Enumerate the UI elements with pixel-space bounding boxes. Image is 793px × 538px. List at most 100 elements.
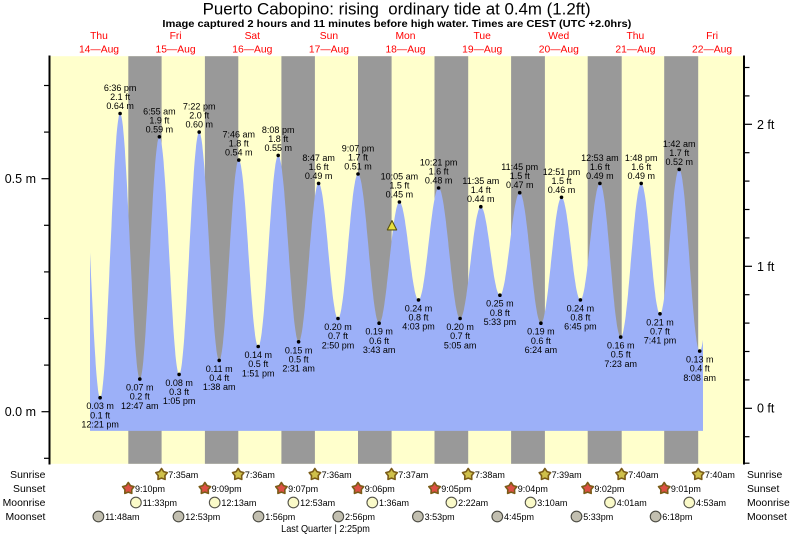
svg-text:8:08 am: 8:08 am: [683, 373, 716, 383]
svg-text:11:45 pm: 11:45 pm: [501, 162, 538, 172]
svg-text:0.49 m: 0.49 m: [627, 171, 655, 181]
svg-text:1:38 am: 1:38 am: [203, 382, 236, 392]
svg-text:7:22 pm: 7:22 pm: [183, 102, 216, 112]
svg-text:Tue: Tue: [474, 31, 492, 42]
svg-text:19—Aug: 19—Aug: [462, 44, 502, 55]
svg-text:12:53pm: 12:53pm: [185, 512, 220, 522]
svg-text:1.7 ft: 1.7 ft: [348, 153, 369, 163]
svg-text:1.5 ft: 1.5 ft: [510, 171, 531, 181]
svg-text:12:21 pm: 12:21 pm: [81, 420, 119, 430]
svg-text:0.7 ft: 0.7 ft: [328, 331, 349, 341]
svg-text:0.13 m: 0.13 m: [686, 355, 714, 365]
svg-text:1.8 ft: 1.8 ft: [229, 139, 250, 149]
svg-text:1.4 ft: 1.4 ft: [471, 185, 492, 195]
svg-text:2:56pm: 2:56pm: [345, 512, 375, 522]
svg-text:1.9 ft: 1.9 ft: [149, 115, 170, 125]
svg-text:0.6 ft: 0.6 ft: [369, 336, 390, 346]
svg-text:10:21 pm: 10:21 pm: [420, 158, 458, 168]
svg-text:7:40am: 7:40am: [705, 470, 735, 480]
svg-text:12:47 am: 12:47 am: [121, 401, 159, 411]
svg-text:7:46 am: 7:46 am: [223, 130, 256, 140]
svg-text:0.48 m: 0.48 m: [425, 176, 453, 186]
svg-text:Fri: Fri: [706, 31, 718, 42]
svg-text:1.6 ft: 1.6 ft: [590, 162, 611, 172]
svg-text:17—Aug: 17—Aug: [309, 44, 349, 55]
svg-text:20—Aug: 20—Aug: [539, 44, 579, 55]
svg-text:0.2 ft: 0.2 ft: [130, 392, 151, 402]
svg-text:4:01am: 4:01am: [617, 498, 647, 508]
svg-text:11:33pm: 11:33pm: [143, 498, 177, 508]
svg-text:6:18pm: 6:18pm: [662, 512, 692, 522]
svg-text:0.08 m: 0.08 m: [165, 378, 193, 388]
svg-text:21—Aug: 21—Aug: [615, 44, 655, 55]
svg-text:14—Aug: 14—Aug: [79, 44, 119, 55]
svg-text:7:37am: 7:37am: [398, 470, 428, 480]
svg-text:1:42 am: 1:42 am: [663, 139, 696, 149]
svg-text:3:43 am: 3:43 am: [363, 345, 396, 355]
svg-text:12:51 pm: 12:51 pm: [543, 167, 581, 177]
svg-text:0.54 m: 0.54 m: [225, 148, 253, 158]
svg-text:0.03 m: 0.03 m: [86, 401, 114, 411]
svg-text:0.5 m: 0.5 m: [5, 172, 36, 186]
svg-text:Moonrise: Moonrise: [3, 498, 46, 509]
svg-text:0.51 m: 0.51 m: [344, 162, 372, 172]
svg-text:9:01pm: 9:01pm: [671, 484, 701, 494]
svg-text:11:48am: 11:48am: [105, 512, 139, 522]
svg-text:1.6 ft: 1.6 ft: [309, 162, 330, 172]
svg-text:0.59 m: 0.59 m: [146, 124, 174, 134]
svg-text:0.21 m: 0.21 m: [646, 317, 674, 327]
svg-text:4:45pm: 4:45pm: [504, 512, 534, 522]
svg-text:0.5 ft: 0.5 ft: [289, 354, 310, 364]
svg-text:1.8 ft: 1.8 ft: [268, 134, 289, 144]
svg-text:0.60 m: 0.60 m: [185, 120, 213, 130]
svg-text:9:09pm: 9:09pm: [212, 484, 242, 494]
svg-text:16—Aug: 16—Aug: [232, 44, 272, 55]
svg-text:9:04pm: 9:04pm: [518, 484, 548, 494]
svg-text:7:40am: 7:40am: [628, 470, 658, 480]
svg-text:0.1 ft: 0.1 ft: [90, 410, 111, 420]
svg-text:1 ft: 1 ft: [757, 260, 775, 274]
svg-text:1.5 ft: 1.5 ft: [389, 181, 410, 191]
svg-text:22—Aug: 22—Aug: [692, 44, 732, 55]
svg-text:0.55 m: 0.55 m: [264, 143, 292, 153]
svg-text:0.49 m: 0.49 m: [305, 171, 333, 181]
svg-text:Sunrise: Sunrise: [10, 470, 45, 481]
svg-text:0.44 m: 0.44 m: [467, 194, 495, 204]
svg-text:Moonset: Moonset: [6, 512, 46, 523]
svg-text:10:05 am: 10:05 am: [381, 172, 419, 182]
svg-text:9:02pm: 9:02pm: [594, 484, 624, 494]
svg-text:0.11 m: 0.11 m: [206, 364, 233, 374]
svg-text:Puerto Cabopino: rising ordin: Puerto Cabopino: rising ordinary tide at…: [203, 0, 591, 18]
svg-text:0.5 ft: 0.5 ft: [611, 350, 632, 360]
svg-text:1:36am: 1:36am: [379, 498, 409, 508]
svg-text:0.0 m: 0.0 m: [5, 405, 36, 419]
svg-text:0.45 m: 0.45 m: [386, 190, 414, 200]
svg-text:9:10pm: 9:10pm: [135, 484, 165, 494]
svg-text:15—Aug: 15—Aug: [156, 44, 196, 55]
svg-text:3:10am: 3:10am: [537, 498, 567, 508]
svg-text:0.7 ft: 0.7 ft: [650, 326, 671, 336]
svg-text:2 ft: 2 ft: [757, 118, 775, 132]
svg-text:0.6 ft: 0.6 ft: [531, 336, 552, 346]
svg-text:1.5 ft: 1.5 ft: [551, 176, 572, 186]
svg-text:0.07 m: 0.07 m: [126, 383, 154, 393]
svg-text:Last Quarter | 2:25pm: Last Quarter | 2:25pm: [281, 524, 370, 535]
svg-text:3:53pm: 3:53pm: [425, 512, 455, 522]
svg-text:0.4 ft: 0.4 ft: [209, 373, 230, 383]
svg-text:0 ft: 0 ft: [757, 402, 775, 416]
svg-text:7:39am: 7:39am: [552, 470, 582, 480]
svg-text:1:56pm: 1:56pm: [265, 512, 295, 522]
svg-text:Wed: Wed: [548, 31, 569, 42]
svg-text:7:41 pm: 7:41 pm: [644, 336, 677, 346]
svg-text:0.20 m: 0.20 m: [446, 322, 474, 332]
svg-text:9:06pm: 9:06pm: [365, 484, 395, 494]
svg-text:0.8 ft: 0.8 ft: [490, 308, 511, 318]
svg-text:7:23 am: 7:23 am: [604, 359, 637, 369]
svg-text:12:53am: 12:53am: [300, 498, 335, 508]
svg-text:2.1 ft: 2.1 ft: [110, 92, 131, 102]
svg-text:4:03 pm: 4:03 pm: [402, 322, 435, 332]
svg-text:9:07 pm: 9:07 pm: [342, 144, 375, 154]
svg-text:0.15 m: 0.15 m: [285, 345, 313, 355]
svg-text:Moonset: Moonset: [747, 512, 787, 523]
svg-text:2:31 am: 2:31 am: [282, 364, 315, 374]
